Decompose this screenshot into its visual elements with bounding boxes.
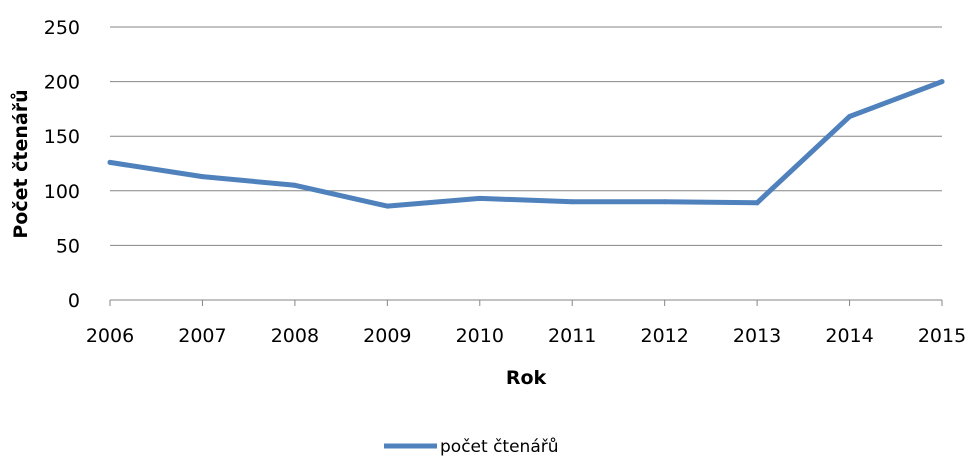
data-point xyxy=(662,199,668,205)
y-tick-labels: 0 50 100 150 200 250 xyxy=(44,17,80,312)
gridlines xyxy=(109,26,943,306)
legend: počet čtenářů xyxy=(384,437,559,457)
x-tick-label: 2008 xyxy=(271,325,319,347)
legend-label: počet čtenářů xyxy=(440,437,559,457)
y-tick-label: 0 xyxy=(68,290,80,312)
data-point xyxy=(754,200,760,206)
data-point xyxy=(477,195,483,201)
x-axis-title: Rok xyxy=(506,367,547,389)
x-tick-label: 2011 xyxy=(548,325,596,347)
y-tick-label: 200 xyxy=(44,72,80,94)
x-tick-labels: 2006 2007 2008 2009 2010 2011 2012 2013 2014 2015 xyxy=(86,325,966,347)
data-point xyxy=(384,203,390,209)
x-tick-label: 2006 xyxy=(86,325,134,347)
x-tick-label: 2013 xyxy=(733,325,781,347)
y-axis-title: Počet čtenářů xyxy=(9,89,32,238)
data-point xyxy=(847,114,853,120)
data-point xyxy=(199,174,205,180)
series-lines xyxy=(107,79,945,209)
data-point xyxy=(939,79,945,85)
y-tick-label: 50 xyxy=(56,235,80,257)
x-tick-label: 2010 xyxy=(456,325,504,347)
y-tick-label: 100 xyxy=(44,181,80,203)
series-line xyxy=(107,79,945,209)
data-point xyxy=(107,159,113,165)
data-point xyxy=(292,182,298,188)
data-point xyxy=(569,199,575,205)
x-tick-label: 2009 xyxy=(363,325,411,347)
x-tick-label: 2007 xyxy=(178,325,226,347)
y-tick-label: 250 xyxy=(44,17,80,39)
y-tick-label: 150 xyxy=(44,126,80,148)
x-tick-label: 2014 xyxy=(825,325,873,347)
x-tick-label: 2015 xyxy=(918,325,966,347)
x-tick-label: 2012 xyxy=(640,325,688,347)
